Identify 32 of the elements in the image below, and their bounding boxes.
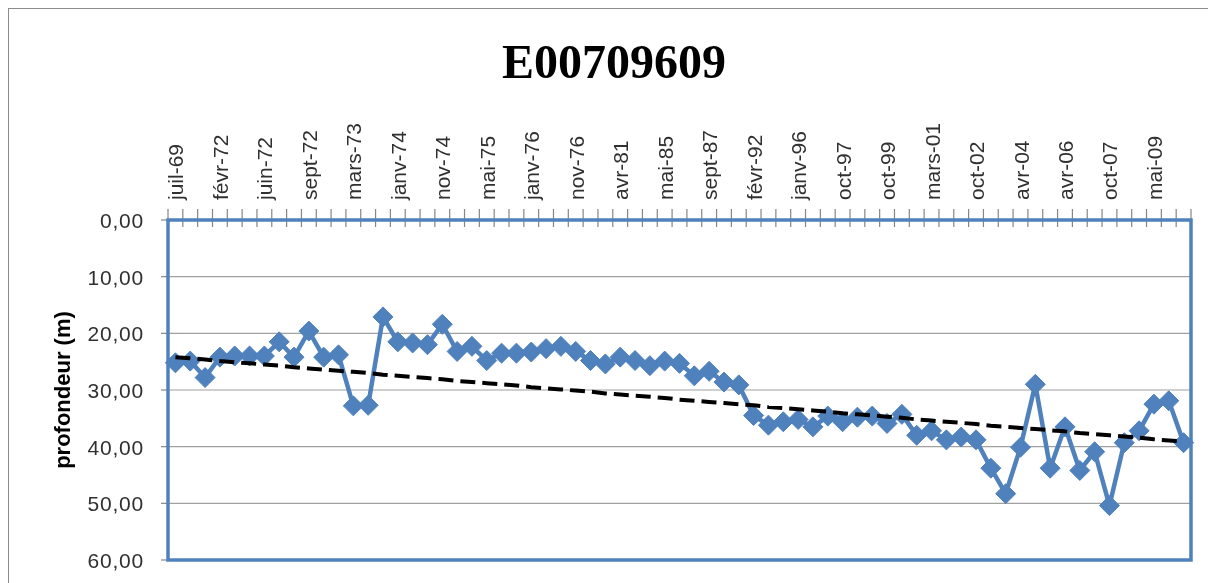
x-tick-label: févr-92 — [742, 134, 766, 200]
x-tick-label: janv-76 — [519, 131, 543, 201]
x-tick-label: nov-76 — [564, 135, 588, 200]
y-tick-label: 50,00 — [87, 491, 144, 515]
chart-title: E00709609 — [501, 35, 727, 88]
x-tick-label: juil-69 — [163, 143, 187, 201]
y-axis-title: profondeur (m) — [49, 311, 75, 469]
x-tick-label: avr-04 — [1009, 140, 1032, 200]
y-tick-label: 10,00 — [87, 265, 144, 289]
x-tick-label: sept-87 — [697, 129, 721, 200]
y-tick-label: 20,00 — [87, 321, 144, 345]
y-tick-label: 40,00 — [87, 435, 144, 459]
x-tick-label: mai-09 — [1142, 135, 1166, 200]
x-tick-label: oct-07 — [1097, 141, 1121, 200]
x-tick-label: mars-73 — [341, 122, 365, 200]
x-tick-label: nov-74 — [430, 135, 454, 200]
x-tick-label: oct-99 — [875, 141, 899, 200]
x-tick-label: avr-06 — [1053, 140, 1077, 200]
x-tick-label: oct-02 — [964, 141, 988, 200]
y-tick-label: 0,00 — [99, 208, 144, 232]
x-tick-label: janv-96 — [786, 131, 810, 201]
x-tick-label: avr-81 — [608, 140, 632, 200]
y-tick-label: 60,00 — [87, 548, 144, 572]
x-tick-label: mai-75 — [475, 135, 499, 200]
x-tick-label: janv-74 — [386, 130, 410, 201]
x-tick-label: mars-01 — [920, 122, 944, 200]
y-tick-label: 30,00 — [87, 378, 144, 402]
x-tick-label: sept-72 — [297, 129, 321, 200]
x-tick-label: juin-72 — [252, 136, 276, 201]
x-tick-label: oct-97 — [831, 141, 855, 200]
x-tick-label: févr-72 — [208, 134, 232, 200]
x-tick-label: mai-85 — [653, 135, 677, 200]
